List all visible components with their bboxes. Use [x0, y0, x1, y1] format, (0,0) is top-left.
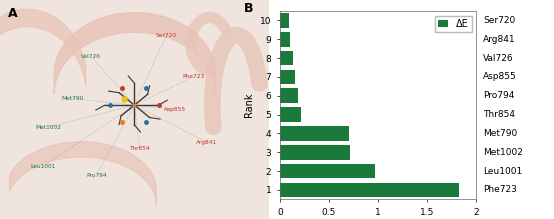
Bar [280, 69, 295, 84]
Text: Val726: Val726 [81, 55, 101, 59]
Text: Asp855: Asp855 [484, 72, 517, 81]
Text: Met790: Met790 [61, 96, 84, 101]
Text: Phe723: Phe723 [182, 74, 204, 79]
Bar [280, 88, 299, 103]
Bar [280, 32, 290, 47]
Text: Ser720: Ser720 [484, 16, 516, 25]
Text: Leu1001: Leu1001 [30, 164, 56, 169]
Text: Val726: Val726 [484, 53, 514, 63]
Y-axis label: Rank: Rank [244, 93, 254, 117]
Bar [280, 13, 289, 28]
Bar [280, 164, 375, 178]
Legend: ΔE: ΔE [435, 16, 471, 32]
Text: Thr854: Thr854 [129, 147, 150, 151]
Text: Ser720: Ser720 [156, 33, 177, 37]
Text: Pro794: Pro794 [86, 173, 107, 178]
Text: B: B [244, 2, 254, 14]
Text: Pro794: Pro794 [484, 91, 515, 100]
Text: Met1002: Met1002 [35, 125, 61, 129]
Bar [280, 126, 348, 141]
Bar [280, 145, 350, 160]
Text: Leu1001: Leu1001 [484, 166, 522, 176]
Text: Arg841: Arg841 [196, 140, 218, 145]
Text: Asp855: Asp855 [163, 107, 186, 112]
Text: Met1002: Met1002 [484, 148, 524, 157]
Bar [280, 182, 459, 197]
Text: A: A [8, 7, 18, 19]
Text: Arg841: Arg841 [484, 35, 516, 44]
Bar [280, 107, 301, 122]
Bar [280, 51, 293, 65]
Text: Thr854: Thr854 [484, 110, 515, 119]
Text: Met790: Met790 [484, 129, 517, 138]
Text: Phe723: Phe723 [484, 185, 517, 194]
